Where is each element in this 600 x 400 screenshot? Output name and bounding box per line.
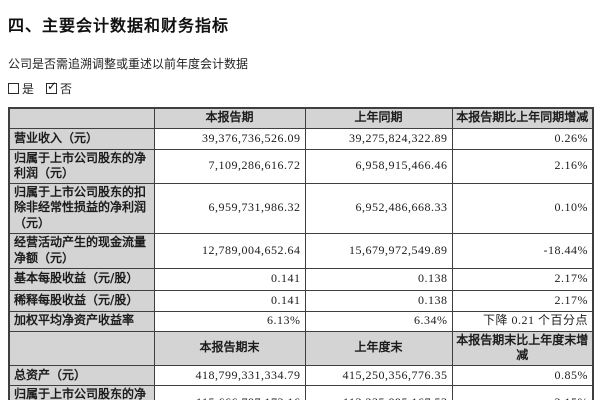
table-row-net-profit-excl-nonrecurring: 归属于上市公司股东的扣除非经常性损益的净利润（元） 6,959,731,986.… [8, 182, 594, 234]
current-period-value: 7,109,286,616.72 [153, 148, 306, 184]
checkbox-row: 是 ✓ 否 [8, 80, 592, 97]
metric-label: 营业收入（元） [8, 127, 155, 150]
header-prior-period: 上年同期 [304, 107, 453, 129]
header-period-change: 本报告期比上年同期增减 [451, 107, 594, 129]
header-blank [8, 330, 155, 366]
table-row-diluted-eps: 稀释每股收益（元/股） 0.141 0.138 2.17% [8, 289, 594, 312]
header-prior-year-end: 上年度末 [304, 330, 453, 366]
metric-label: 稀释每股收益（元/股） [8, 289, 155, 312]
header-blank [8, 107, 155, 129]
current-period-value: 6.13% [153, 310, 306, 332]
metric-label: 基本每股收益（元/股） [8, 267, 155, 291]
change-value: 下降 0.21 个百分点 [451, 310, 594, 332]
prior-period-value: 39,275,824,322.89 [304, 127, 453, 150]
checkbox-yes-box-icon [8, 83, 19, 94]
current-period-value: 6,959,731,986.32 [153, 182, 306, 234]
prior-period-value: 0.138 [304, 267, 453, 291]
current-period-value: 418,799,331,334.79 [153, 364, 306, 386]
current-period-value: 39,376,736,526.09 [153, 127, 306, 150]
metric-label: 加权平均净资产收益率 [8, 310, 155, 332]
table-row-weighted-avg-roe: 加权平均净资产收益率 6.13% 6.34% 下降 0.21 个百分点 [8, 310, 594, 332]
metric-label: 总资产（元） [8, 364, 155, 386]
restatement-question: 公司是否需追溯调整或重述以前年度会计数据 [8, 57, 249, 71]
metric-label: 归属于上市公司股东的净资产（元） [8, 384, 155, 400]
current-period-value: 0.141 [153, 267, 306, 291]
prior-period-value: 415,250,356,776.35 [304, 364, 453, 386]
checkbox-yes-label: 是 [22, 82, 35, 96]
current-period-value: 115,666,787,173.16 [153, 384, 306, 400]
table-row-operating-cash-flow: 经营活动产生的现金流量净额（元） 12,789,004,652.64 15,67… [8, 232, 594, 269]
section-title: 四、主要会计数据和财务指标 [8, 16, 230, 35]
table-row-net-assets: 归属于上市公司股东的净资产（元） 115,666,787,173.16 113,… [8, 384, 594, 400]
header-period-end-change: 本报告期末比上年度末增减 [451, 330, 594, 366]
change-value: 0.85% [451, 364, 594, 386]
change-value: 0.26% [451, 127, 594, 150]
prior-period-value: 6,952,486,668.33 [304, 182, 453, 234]
change-value: 2.15% [451, 384, 594, 400]
checkbox-yes: 是 [8, 80, 34, 97]
financial-indicators-table: 本报告期 上年同期 本报告期比上年同期增减 营业收入（元） 39,376,736… [8, 107, 594, 400]
checkbox-no-label: 否 [60, 82, 73, 96]
table-row-basic-eps: 基本每股收益（元/股） 0.141 0.138 2.17% [8, 267, 594, 291]
prior-period-value: 0.138 [304, 289, 453, 312]
header-current-period: 本报告期 [153, 107, 306, 129]
prior-period-value: 6,958,915,466.46 [304, 148, 453, 184]
table-row-total-assets: 总资产（元） 418,799,331,334.79 415,250,356,77… [8, 364, 594, 386]
period-end-header-row: 本报告期末 上年度末 本报告期末比上年度末增减 [8, 330, 594, 366]
prior-period-value: 15,679,972,549.89 [304, 232, 453, 269]
change-value: 2.17% [451, 267, 594, 291]
change-value: 2.16% [451, 148, 594, 184]
change-value: -18.44% [451, 232, 594, 269]
metric-label: 归属于上市公司股东的扣除非经常性损益的净利润（元） [8, 182, 155, 234]
current-period-value: 12,789,004,652.64 [153, 232, 306, 269]
checkbox-no-box-icon: ✓ [46, 79, 58, 94]
table-row-net-profit: 归属于上市公司股东的净利润（元） 7,109,286,616.72 6,958,… [8, 148, 594, 184]
prior-period-value: 6.34% [304, 310, 453, 332]
period-header-row: 本报告期 上年同期 本报告期比上年同期增减 [8, 107, 594, 129]
header-current-period-end: 本报告期末 [153, 330, 306, 366]
change-value: 2.17% [451, 289, 594, 312]
metric-label: 归属于上市公司股东的净利润（元） [8, 148, 155, 184]
change-value: 0.10% [451, 182, 594, 234]
check-icon: ✓ [47, 79, 58, 93]
metric-label: 经营活动产生的现金流量净额（元） [8, 232, 155, 269]
table-row-revenue: 营业收入（元） 39,376,736,526.09 39,275,824,322… [8, 127, 594, 150]
checkbox-no: ✓ 否 [46, 80, 72, 97]
prior-period-value: 113,235,895,167.53 [304, 384, 453, 400]
current-period-value: 0.141 [153, 289, 306, 312]
